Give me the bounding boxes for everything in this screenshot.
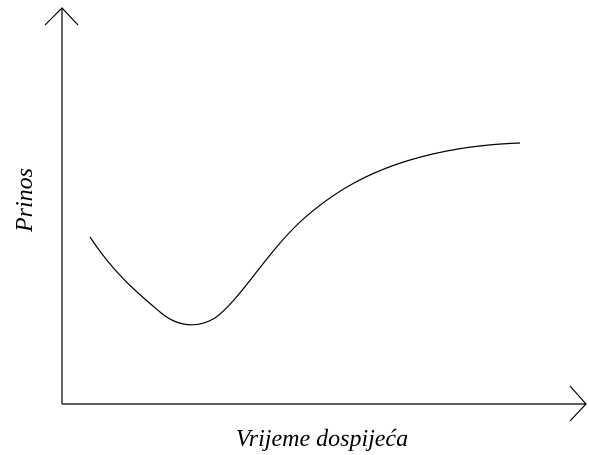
x-axis-label: Vrijeme dospijeća bbox=[236, 426, 408, 452]
yield-curve bbox=[89, 142, 521, 326]
x-axis-arrow bbox=[569, 385, 587, 422]
y-axis-label: Prinos bbox=[12, 168, 38, 233]
y-axis-arrow bbox=[44, 7, 79, 26]
